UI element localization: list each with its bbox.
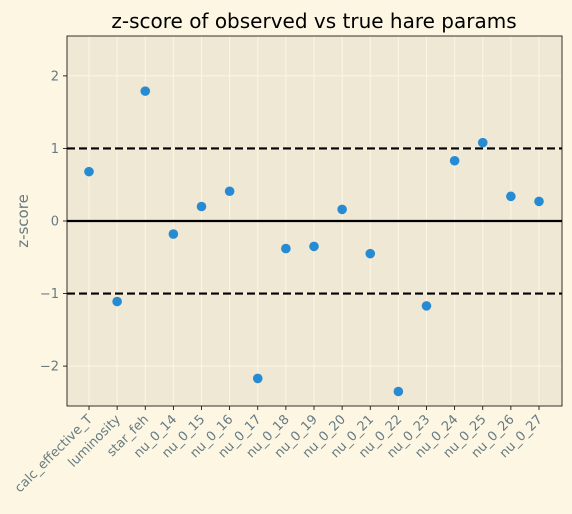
data-point-nu_0_15 (196, 201, 207, 212)
data-point-nu_0_27 (534, 196, 544, 207)
y-tick-label: −1 (40, 287, 59, 302)
chart-title: z-score of observed vs true hare params (111, 9, 516, 33)
data-point-star_feh (140, 86, 151, 96)
data-point-nu_0_22 (393, 386, 404, 397)
data-point-nu_0_18 (281, 243, 291, 254)
data-points (84, 86, 544, 397)
data-point-nu_0_26 (506, 191, 516, 202)
data-point-nu_0_23 (421, 301, 432, 311)
data-point-nu_0_21 (365, 248, 376, 259)
y-tick-label: −2 (40, 360, 59, 375)
y-tick-label: 0 (51, 215, 59, 230)
data-point-nu_0_19 (309, 241, 319, 252)
reference-lines (67, 147, 562, 295)
data-point-nu_0_20 (337, 204, 347, 215)
data-point-nu_0_24 (449, 155, 460, 166)
y-axis-label: z-score (14, 194, 32, 248)
y-tick-label: 2 (51, 69, 59, 84)
y-axis-ticks: −2 −1 0 1 2 (40, 69, 67, 375)
data-point-calc_effective_T (84, 166, 94, 177)
y-tick-label: 1 (51, 142, 59, 157)
data-point-nu_0_17 (252, 373, 263, 384)
data-point-nu_0_25 (477, 137, 488, 148)
data-point-nu_0_16 (224, 186, 235, 197)
data-point-nu_0_14 (168, 229, 179, 239)
data-point-luminosity (112, 296, 122, 307)
